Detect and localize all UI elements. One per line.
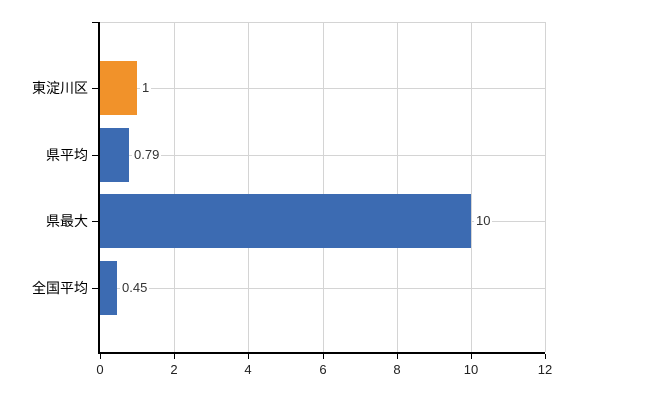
x-tick-label: 0 xyxy=(96,362,104,377)
gridline-vertical xyxy=(471,22,472,352)
bar xyxy=(100,61,137,115)
x-tick-label: 10 xyxy=(463,362,479,377)
category-label: 県平均 xyxy=(46,147,88,163)
category-label: 全国平均 xyxy=(32,280,88,296)
plot-area: 1 0.79 10 0.45 xyxy=(100,22,546,352)
x-tick-mark xyxy=(323,354,324,359)
plot-top-border xyxy=(100,22,545,23)
gridline-vertical xyxy=(397,22,398,352)
x-tick-label: 12 xyxy=(537,362,553,377)
gridline-horizontal xyxy=(100,155,545,156)
bar xyxy=(100,128,129,182)
category-tick-mark xyxy=(92,221,100,222)
bar xyxy=(100,261,117,315)
category-label: 東淀川区 xyxy=(32,80,88,96)
x-tick-mark xyxy=(100,354,101,359)
value-label: 0.79 xyxy=(132,147,162,163)
x-tick-label: 2 xyxy=(170,362,178,377)
value-label: 1 xyxy=(140,80,152,96)
x-tick-mark xyxy=(174,354,175,359)
gridline-horizontal xyxy=(100,88,545,89)
x-axis-line xyxy=(98,352,545,354)
x-tick-mark xyxy=(545,354,546,359)
category-tick-mark xyxy=(92,88,100,89)
category-tick-mark xyxy=(92,155,100,156)
category-label: 県最大 xyxy=(46,213,88,229)
gridline-vertical xyxy=(545,22,546,352)
category-tick-mark xyxy=(92,288,100,289)
x-tick-label: 4 xyxy=(244,362,252,377)
value-label: 10 xyxy=(474,213,493,229)
gridline-vertical xyxy=(174,22,175,352)
y-axis-line xyxy=(98,22,100,354)
bar xyxy=(100,194,471,248)
gridline-horizontal xyxy=(100,288,545,289)
x-tick-mark xyxy=(471,354,472,359)
value-label: 0.45 xyxy=(120,280,150,296)
gridline-vertical xyxy=(248,22,249,352)
x-tick-label: 6 xyxy=(319,362,327,377)
x-tick-mark xyxy=(397,354,398,359)
x-tick-mark xyxy=(248,354,249,359)
x-tick-label: 8 xyxy=(393,362,401,377)
y-axis-top-tick-mark xyxy=(92,22,100,23)
gridline-vertical xyxy=(323,22,324,352)
